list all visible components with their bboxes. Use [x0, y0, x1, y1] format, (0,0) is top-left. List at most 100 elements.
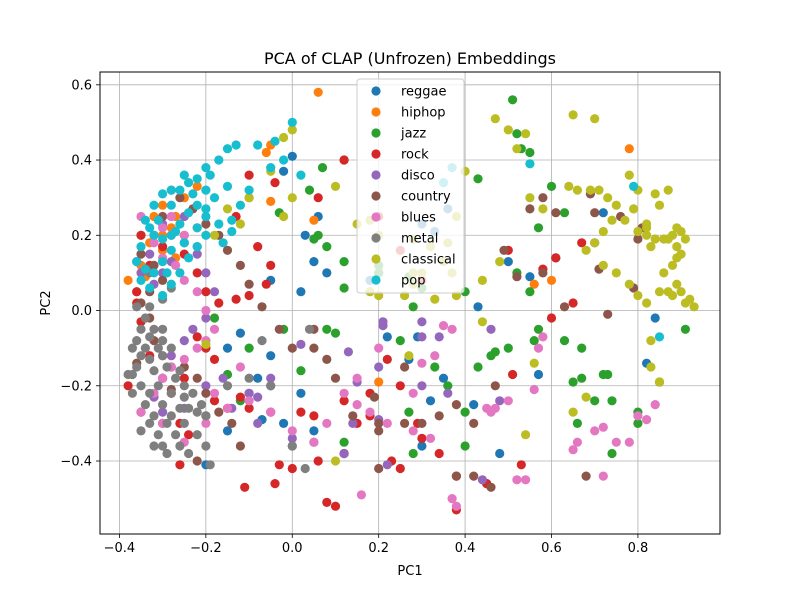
pop-point	[184, 178, 194, 188]
legend-label-jazz: jazz	[400, 127, 426, 142]
country-point	[559, 302, 570, 312]
reggae-point	[469, 400, 479, 410]
country-point	[469, 418, 479, 428]
classical-point	[525, 193, 535, 203]
jazz-point	[490, 347, 500, 357]
metal-point	[166, 411, 176, 421]
classical-point	[676, 249, 686, 259]
metal-point	[140, 400, 150, 410]
classical-point	[477, 317, 487, 327]
pop-point	[227, 226, 237, 237]
blues-point	[339, 388, 349, 398]
blues-point	[538, 332, 548, 342]
classical-point	[624, 170, 634, 180]
metal-point	[123, 369, 133, 380]
rock-point	[516, 460, 526, 470]
classical-point	[646, 362, 656, 372]
jazz-point	[568, 377, 578, 387]
pop-point	[222, 181, 233, 191]
pop-point	[201, 204, 211, 214]
jazz-point	[507, 95, 518, 105]
rock-point	[434, 448, 444, 459]
country-point	[201, 388, 211, 398]
classical-point	[330, 456, 341, 466]
classical-point	[689, 302, 699, 312]
metal-point	[132, 362, 142, 372]
blues-point	[365, 407, 375, 417]
disco-point	[343, 347, 353, 357]
legend-marker-disco	[371, 170, 381, 180]
pop-point	[201, 163, 211, 173]
metal-point	[145, 418, 155, 428]
classical-point	[490, 114, 500, 124]
country-point	[590, 208, 600, 218]
rock-point	[231, 294, 241, 304]
classical-point	[663, 185, 673, 195]
country-point	[348, 411, 358, 421]
legend: reggae hiphop jazz rock disco country blues met…	[356, 78, 465, 294]
blues-point	[490, 403, 500, 413]
blues-point	[512, 475, 522, 485]
classical-point	[672, 242, 682, 252]
blues-point	[408, 388, 418, 398]
x-tick-label: 0.4	[455, 541, 476, 556]
rock-point	[175, 460, 185, 470]
classical-point	[201, 339, 211, 349]
pop-point	[149, 200, 159, 210]
metal-point	[140, 343, 150, 353]
pop-point	[192, 200, 202, 210]
metal-point	[257, 336, 267, 346]
reggae-point	[309, 426, 319, 436]
x-tick-label: 0.2	[368, 541, 389, 556]
country-point	[417, 418, 427, 428]
country-point	[322, 354, 332, 364]
rock-point	[313, 193, 323, 203]
classical-point	[598, 226, 608, 237]
rock-point	[551, 253, 561, 263]
country-point	[434, 411, 444, 421]
classical-point	[590, 114, 600, 124]
x-tick-label: 0.6	[541, 541, 562, 556]
jazz-point	[590, 396, 600, 406]
classical-point	[235, 219, 245, 229]
classical-point	[585, 185, 596, 195]
blues-point	[642, 415, 652, 425]
legend-label-classical: classical	[401, 253, 456, 268]
series-jazz	[209, 95, 691, 489]
jazz-point	[473, 362, 483, 372]
legend-marker-pop	[371, 275, 381, 285]
legend-marker-blues	[371, 212, 381, 222]
metal-point	[184, 448, 194, 459]
hiphop-point	[546, 275, 557, 285]
classical-point	[676, 287, 686, 297]
classical-point	[620, 215, 630, 225]
pop-point	[166, 200, 176, 210]
metal-point	[171, 430, 181, 440]
jazz-point	[317, 163, 328, 173]
country-point	[257, 302, 267, 312]
rock-point	[339, 396, 349, 406]
reggae-point	[253, 373, 263, 383]
classical-point	[663, 234, 673, 244]
blues-point	[166, 211, 176, 222]
blues-point	[650, 400, 660, 410]
rock-point	[235, 392, 245, 402]
disco-point	[348, 418, 358, 428]
metal-point	[149, 411, 159, 421]
classical-point	[572, 185, 583, 195]
pop-point	[201, 185, 211, 195]
pop-point	[162, 268, 172, 278]
classical-point	[642, 219, 652, 229]
pop-point	[158, 234, 168, 244]
reggae-point	[296, 388, 306, 398]
pop-point	[145, 223, 155, 233]
metal-point	[158, 400, 168, 410]
country-point	[149, 260, 159, 270]
reggae-point	[417, 441, 427, 451]
classical-point	[209, 230, 220, 240]
jazz-point	[395, 336, 405, 346]
jazz-point	[533, 223, 544, 233]
pop-point	[184, 253, 194, 263]
metal-point	[196, 400, 207, 410]
